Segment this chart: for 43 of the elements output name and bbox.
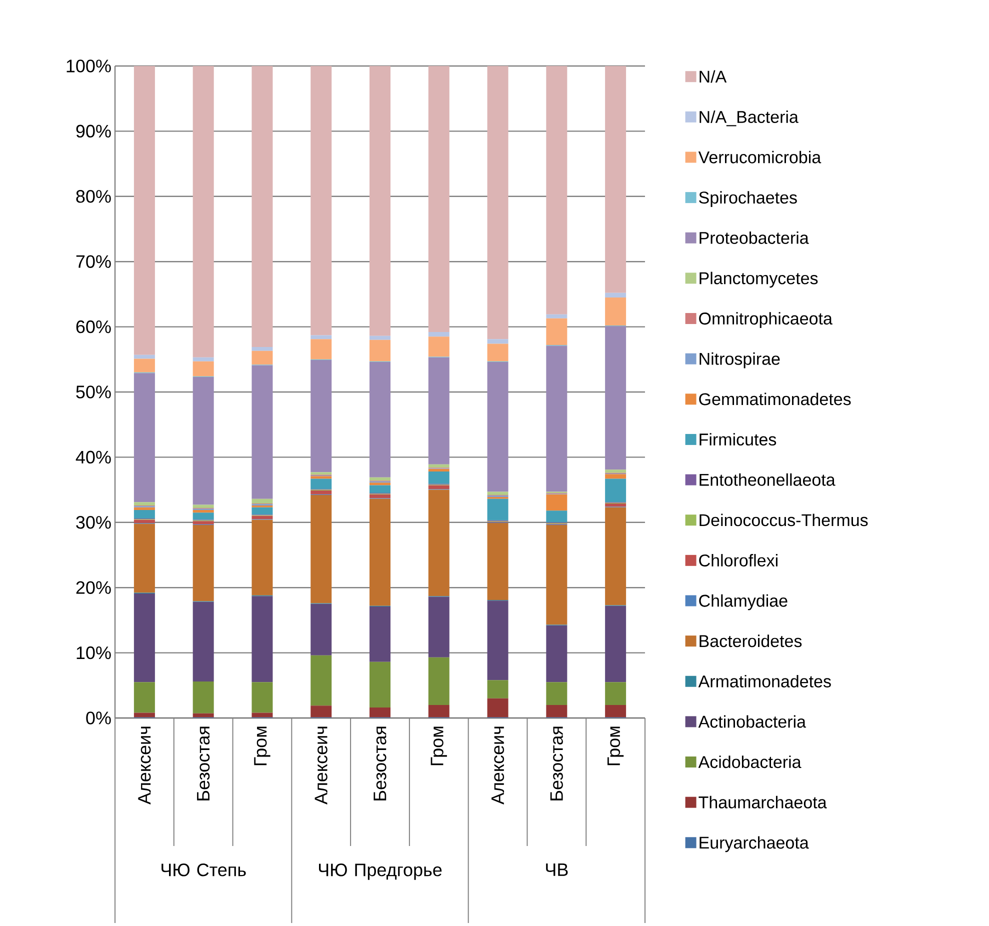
x-tick-label: Гром xyxy=(607,726,624,766)
legend-label: Chlamydiae xyxy=(699,594,788,610)
legend-label: Nitrospirae xyxy=(700,352,780,368)
x-tick-label: Безостая xyxy=(374,726,386,800)
y-tick-label: 50% xyxy=(76,386,111,398)
y-tick-label: 90% xyxy=(76,124,111,138)
legend-label: Actinobacteria xyxy=(698,715,806,728)
y-tick-label: 10% xyxy=(76,646,111,660)
y-tick-label: 60% xyxy=(76,320,111,334)
x-tick-label: Безостая xyxy=(197,726,210,800)
x-tick-label: Гром xyxy=(254,726,270,766)
y-tick-label: 80% xyxy=(76,190,111,203)
x-tick-label: Алексеич xyxy=(491,726,504,805)
x-tick-label: Безостая xyxy=(550,726,563,800)
y-tick-label: 20% xyxy=(76,581,111,594)
legend-label: N/A xyxy=(700,70,727,83)
x-tick-label: Гром xyxy=(430,726,447,766)
y-tick-label: 100% xyxy=(66,60,111,72)
legend-label: Thaumarchaeota xyxy=(698,796,827,808)
y-tick-label: 40% xyxy=(76,450,111,464)
legend-label: Firmicutes xyxy=(700,433,776,446)
legend-label: Acidobacteria xyxy=(698,756,802,768)
legend-label: Omnitrophicaeota xyxy=(699,312,832,328)
legend-label: Chloroflexi xyxy=(699,554,778,567)
x-tick-label: Алексеич xyxy=(138,726,151,805)
legend-label: Verrucomicrobia xyxy=(698,150,822,164)
legend-label: Proteobacteria xyxy=(700,231,809,244)
legend-label: Euryarchaeota xyxy=(700,836,809,852)
legend-label: Spirochaetes xyxy=(699,191,797,207)
y-tick-label: 70% xyxy=(76,255,111,268)
legend-label: Deinococcus-Thermus xyxy=(700,514,868,526)
legend-label: Entotheonellaeota xyxy=(700,473,836,486)
legend-label: Planctomycetes xyxy=(700,272,818,288)
text: ЧВ xyxy=(546,864,568,876)
legend-label: Bacteroidetes xyxy=(700,634,802,648)
legend-label: Armatimonadetes xyxy=(698,674,831,688)
y-tick-label: 0% xyxy=(86,712,111,724)
y-tick-label: 30% xyxy=(76,516,111,529)
text: ЧЮ Степь xyxy=(162,864,246,876)
x-tick-label: Алексеич xyxy=(314,726,328,805)
text: ЧЮ Предгорье xyxy=(319,864,442,880)
legend-label: Gemmatimonadetes xyxy=(699,392,851,406)
legend-label: N/A_Bacteria xyxy=(700,110,798,126)
